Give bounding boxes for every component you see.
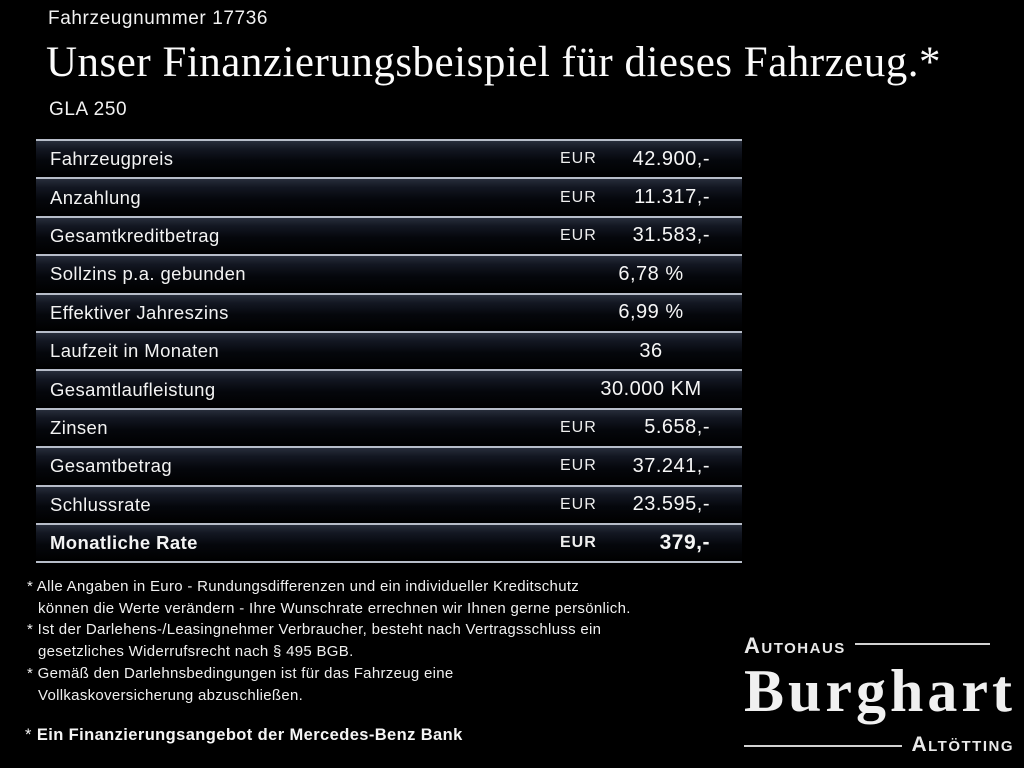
- row-value: 42.900,-: [632, 147, 710, 170]
- row-label: Monatliche Rate: [50, 532, 198, 554]
- horizontal-rule: [744, 744, 903, 747]
- currency-label: EUR: [560, 495, 597, 513]
- row-value: 23.595,-: [632, 493, 710, 516]
- row-label: Gesamtlaufleistung: [50, 378, 216, 400]
- vehicle-number: Fahrzeugnummer 17736: [48, 8, 269, 29]
- finance-table: Fahrzeugpreis EUR 42.900,- Anzahlung EUR…: [36, 139, 742, 564]
- dealer-logo: Autohaus Burghart Altötting: [744, 633, 1014, 758]
- currency-label: EUR: [560, 457, 597, 475]
- row-label: Fahrzeugpreis: [50, 148, 174, 170]
- row-label: Gesamtkreditbetrag: [50, 224, 220, 246]
- row-label: Laufzeit in Monaten: [50, 340, 220, 362]
- dealer-logo-prefix: Autohaus: [744, 633, 846, 658]
- row-label: Anzahlung: [50, 186, 142, 208]
- table-row: Anzahlung EUR 11.317,-: [36, 177, 742, 216]
- asterisk-marker: *: [27, 664, 38, 682]
- row-label: Effektiver Jahreszins: [50, 301, 229, 323]
- table-row: Laufzeit in Monaten 36: [36, 330, 742, 370]
- table-row: Sollzins p.a. gebunden 6,78 %: [36, 254, 742, 293]
- currency-label: EUR: [560, 150, 597, 168]
- row-value: 30.000 KM: [600, 378, 702, 401]
- table-row: Fahrzeugpreis EUR 42.900,-: [36, 139, 742, 178]
- row-value: 36: [639, 339, 663, 362]
- table-row: Effektiver Jahreszins 6,99 %: [36, 292, 742, 331]
- row-value: 5.658,-: [644, 416, 710, 439]
- row-label: Gesamtbetrag: [50, 455, 173, 477]
- currency-label: EUR: [560, 418, 597, 436]
- dealer-logo-top: Autohaus: [744, 633, 1014, 659]
- row-value: 37.241,-: [632, 454, 710, 477]
- footnote: * Ist der Darlehens-/Leasingnehmer Verbr…: [27, 621, 602, 661]
- table-row: Gesamtlaufleistung 30.000 KM: [36, 369, 742, 408]
- table-row: Gesamtkreditbetrag EUR 31.583,-: [36, 215, 742, 255]
- row-value: 11.317,-: [634, 186, 710, 209]
- table-row: Schlussrate EUR 23.595,-: [36, 484, 742, 523]
- footnote: * Gemäß den Darlehnsbedingungen ist für …: [27, 664, 454, 704]
- currency-label: EUR: [560, 226, 597, 244]
- row-label: Zinsen: [50, 416, 108, 438]
- vehicle-model: GLA 250: [49, 99, 128, 120]
- currency-label: EUR: [560, 534, 597, 552]
- row-label: Sollzins p.a. gebunden: [50, 263, 246, 285]
- row-value: 6,99 %: [618, 301, 684, 324]
- dealer-logo-bottom: Altötting: [744, 732, 1014, 757]
- dealer-logo-city: Altötting: [911, 733, 1014, 757]
- dealer-logo-name: Burghart: [744, 658, 1016, 725]
- asterisk-marker: *: [25, 726, 37, 744]
- table-row-monthly-rate: Monatliche Rate EUR 379,-: [36, 522, 742, 562]
- footnotes: * Alle Angaben in Euro - Rundungsdiffere…: [27, 576, 751, 706]
- row-value: 31.583,-: [632, 224, 710, 247]
- page-title: Unser Finanzierungsbeispiel für dieses F…: [46, 39, 942, 86]
- asterisk-marker: *: [27, 621, 38, 639]
- footnote: * Alle Angaben in Euro - Rundungsdiffere…: [27, 578, 631, 617]
- financing-offer-note: * Ein Finanzierungsangebot der Mercedes-…: [25, 726, 463, 744]
- table-row: Gesamtbetrag EUR 37.241,-: [36, 446, 742, 485]
- row-value: 379,-: [659, 531, 710, 555]
- row-value: 6,78 %: [618, 262, 684, 285]
- currency-label: EUR: [560, 188, 597, 206]
- asterisk-marker: *: [27, 578, 37, 595]
- table-row: Zinsen EUR 5.658,-: [36, 407, 742, 447]
- horizontal-rule: [854, 643, 990, 646]
- row-label: Schlussrate: [50, 493, 152, 515]
